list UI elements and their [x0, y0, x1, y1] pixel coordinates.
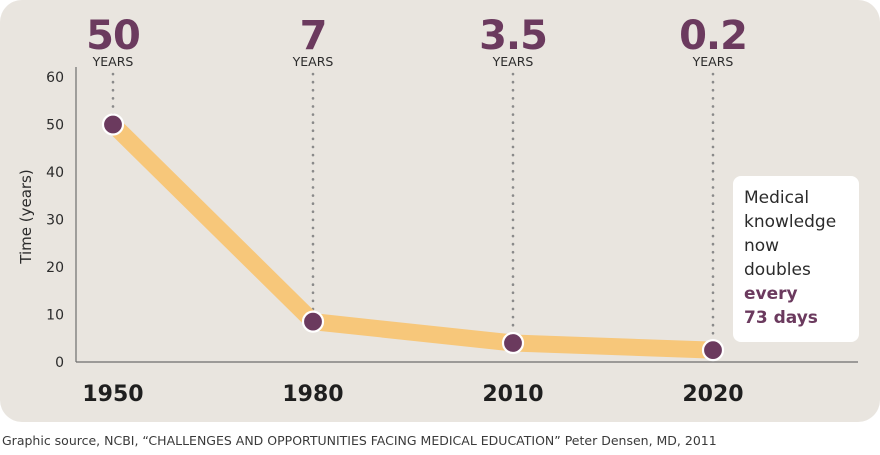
callout-line: now	[744, 236, 780, 256]
data-point	[501, 331, 525, 355]
y-tick-label: 0	[55, 355, 64, 371]
y-tick-label: 40	[46, 165, 64, 181]
x-tick-label: 2010	[482, 382, 543, 407]
y-tick-label: 30	[46, 213, 64, 229]
series-line	[104, 116, 722, 359]
x-tick-label: 2020	[682, 382, 743, 407]
callout-line: Medical	[744, 188, 810, 208]
callout-line: doubles	[744, 260, 811, 280]
annotation-value: 0.2	[679, 13, 747, 59]
data-point	[101, 113, 125, 136]
callout-highlight: every	[744, 284, 798, 304]
y-tick-label: 50	[46, 118, 64, 134]
annotation-unit: YEARS	[692, 54, 734, 69]
data-point	[701, 339, 725, 362]
y-axis-title: Time (years)	[17, 169, 35, 264]
x-tick-label: 1950	[82, 382, 143, 407]
callout-line: knowledge	[744, 212, 837, 232]
callout-box: Medical knowledge now doubles every 73 d…	[733, 176, 859, 342]
y-tick-label: 60	[46, 70, 64, 86]
annotation-unit: YEARS	[92, 54, 134, 69]
annotation-unit: YEARS	[492, 54, 534, 69]
data-point	[301, 310, 325, 333]
callout-highlight: 73 days	[744, 308, 818, 328]
annotation-value: 50	[86, 13, 140, 59]
annotation-value: 7	[300, 13, 327, 59]
annotation-unit: YEARS	[292, 54, 334, 69]
x-tick-label: 1980	[282, 382, 343, 407]
source-caption: Graphic source, NCBI, “CHALLENGES AND OP…	[2, 433, 717, 448]
y-tick-label: 20	[46, 260, 64, 276]
annotation-value: 3.5	[479, 13, 547, 59]
y-tick-label: 10	[46, 308, 64, 324]
